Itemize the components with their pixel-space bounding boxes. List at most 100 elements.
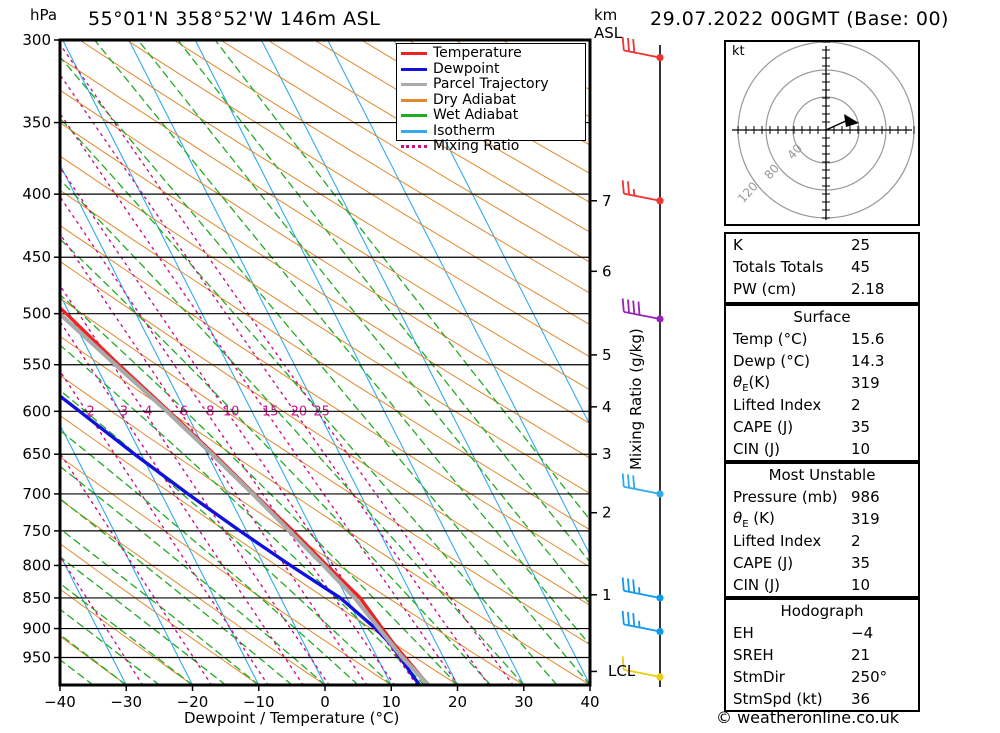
data-row-value: 36 <box>851 690 871 708</box>
legend-item: Isotherm <box>401 122 581 140</box>
data-row-value: 2 <box>851 532 861 550</box>
most-unstable-panel-title: Most Unstable <box>768 466 876 484</box>
legend-item: Temperature <box>401 46 581 62</box>
data-row: CIN (J) 10 <box>726 574 918 596</box>
data-row-value: 319 <box>851 510 880 528</box>
pressure-unit-label: hPa <box>30 6 58 24</box>
temperature-tick-label: −10 <box>243 693 275 711</box>
wet-adiabat-line <box>60 555 227 685</box>
legend-swatch <box>401 67 427 71</box>
wind-barb <box>621 298 664 323</box>
data-row: EH −4 <box>726 622 918 644</box>
data-row: Temp (°C) 15.6 <box>726 328 918 350</box>
data-row-key: CIN (J) <box>733 440 781 458</box>
mixing-ratio-line <box>60 451 213 685</box>
hodograph-unit-label: kt <box>732 44 745 59</box>
legend-item: Dewpoint <box>401 61 581 78</box>
legend-label: Temperature <box>433 45 522 62</box>
height-tick-label: 4 <box>602 398 612 416</box>
data-row-value: 319 <box>851 374 880 392</box>
data-row-value: 10 <box>851 576 871 594</box>
wet-adiabat-line <box>60 465 326 685</box>
data-row: θE (K) 319 <box>726 508 918 530</box>
legend-label: Dry Adiabat <box>433 91 516 108</box>
legend-label: Parcel Trajectory <box>433 76 549 93</box>
height-tick-label: 2 <box>602 504 612 522</box>
pressure-tick-label: 450 <box>22 248 51 266</box>
data-row-key: Temp (°C) <box>733 330 808 348</box>
data-row-key: θE (K) <box>733 508 775 530</box>
data-row-value: 45 <box>851 258 871 276</box>
pressure-tick-label: 650 <box>22 445 51 463</box>
legend: Temperature Dewpoint Parcel Trajectory Dry … <box>396 43 586 154</box>
mixing-ratio-value-label: 15 <box>262 405 279 420</box>
pressure-tick-label: 850 <box>22 589 51 607</box>
data-row-key: CAPE (J) <box>733 554 794 572</box>
data-row-key: Totals Totals <box>733 258 824 276</box>
temperature-tick-label: −30 <box>110 693 142 711</box>
legend-label: Isotherm <box>433 122 496 139</box>
mixing-ratio-value-label: 6 <box>180 405 188 420</box>
plot-interior: 2 3 4 6 8 10 15 20 25 <box>60 40 590 685</box>
isotherm-line <box>327 40 590 557</box>
data-row-key: StmSpd (kt) <box>733 690 823 708</box>
data-row-key: StmDir <box>733 668 785 686</box>
wind-barb <box>621 473 664 498</box>
height-tick-label: 5 <box>602 346 612 364</box>
legend-item: Wet Adiabat <box>401 108 581 124</box>
dry-adiabat-line <box>60 456 392 685</box>
legend-swatch <box>401 114 427 118</box>
legend-swatch <box>401 52 427 56</box>
data-row-value: 35 <box>851 554 871 572</box>
data-row: CAPE (J) 35 <box>726 552 918 574</box>
dry-adiabat-line <box>79 40 590 358</box>
wet-adiabat-line <box>60 178 525 685</box>
temperature-tick-label: 20 <box>448 693 467 711</box>
data-row-value: 21 <box>851 646 871 664</box>
legend-label: Wet Adiabat <box>433 107 519 124</box>
legend-item: Mixing Ratio <box>401 139 581 155</box>
legend-item: Parcel Trajectory <box>401 77 581 93</box>
data-row-key: CIN (J) <box>733 576 781 594</box>
pressure-tick-label: 550 <box>22 356 51 374</box>
dry-adiabat-line <box>220 40 590 263</box>
series-parcel-trajectory <box>60 311 431 685</box>
isotherm-line <box>60 423 193 685</box>
wet-adiabat-line <box>60 608 161 685</box>
legend-label: Mixing Ratio <box>433 138 520 155</box>
dry-adiabat-line <box>60 89 590 425</box>
data-row-value: 35 <box>851 418 871 436</box>
temperature-tick-label: −40 <box>44 693 76 711</box>
dry-adiabat-line <box>126 40 590 326</box>
wind-barb <box>621 36 664 62</box>
temperature-tick-label: 10 <box>382 693 401 711</box>
data-row-value: 2.18 <box>851 280 885 298</box>
dry-adiabat-line <box>173 40 590 294</box>
data-row-key: Pressure (mb) <box>733 488 838 506</box>
mixing-ratio-value-label: 4 <box>144 405 152 420</box>
data-row-key: SREH <box>733 646 774 664</box>
data-row-value: 10 <box>851 440 871 458</box>
mixing-ratio-value-label: 20 <box>291 405 308 420</box>
data-row-key: EH <box>733 624 754 642</box>
height-unit-label-2: ASL <box>594 24 623 42</box>
mixing-ratio-axis-label: Mixing Ratio (g/kg) <box>627 328 645 470</box>
wind-barb <box>621 656 664 681</box>
station-title: 55°01'N 358°52'W 146m ASL <box>88 8 381 30</box>
temperature-tick-label: 40 <box>580 693 599 711</box>
dry-adiabat-line <box>60 543 260 685</box>
mixing-ratio-line <box>60 554 144 685</box>
mixing-ratio-value-label: 25 <box>313 405 330 420</box>
data-row: Lifted Index 2 <box>726 394 918 416</box>
pressure-tick-label: 500 <box>22 305 51 323</box>
x-axis-label: Dewpoint / Temperature (°C) <box>184 709 400 727</box>
isotherm-line <box>60 163 326 685</box>
pressure-tick-label: 950 <box>22 649 51 667</box>
data-row-value: 25 <box>851 236 871 254</box>
legend-item: Dry Adiabat <box>401 91 581 109</box>
indices-panel: K 25 Totals Totals 45 PW (cm) 2.18 <box>724 232 920 304</box>
legend-swatch <box>401 145 427 149</box>
wind-barb <box>621 180 664 205</box>
